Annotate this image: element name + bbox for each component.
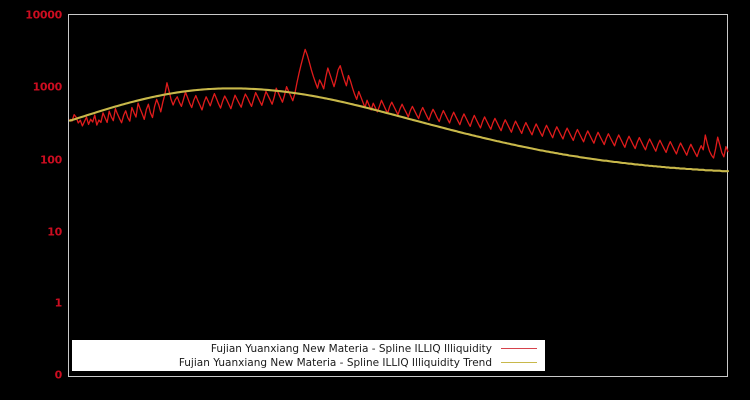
legend-item[interactable]: Fujian Yuanxiang New Materia - Spline IL… [72,342,545,356]
y-axis-tick-1: 1 [54,296,63,310]
legend-item[interactable]: Fujian Yuanxiang New Materia - Spline IL… [72,356,545,370]
y-axis-tick-10000: 10000 [25,8,62,22]
y-axis-tick-100: 100 [39,153,62,167]
chart-legend[interactable]: Fujian Yuanxiang New Materia - Spline IL… [72,340,545,371]
legend-color-swatch-trend [501,362,537,363]
y-axis-tick-10: 10 [47,225,62,239]
legend-item-label: Fujian Yuanxiang New Materia - Spline IL… [178,356,492,369]
plot-area [68,14,729,377]
illiquidity-trend-line [69,87,729,173]
illiquidity-series-line [69,48,729,159]
y-axis-tick-0: 0 [54,368,63,382]
chart-series-svg [69,48,729,173]
legend-color-swatch-series [501,348,537,349]
legend-item-label: Fujian Yuanxiang New Materia - Spline IL… [210,342,492,355]
y-axis-tick-1000: 1000 [32,80,63,94]
